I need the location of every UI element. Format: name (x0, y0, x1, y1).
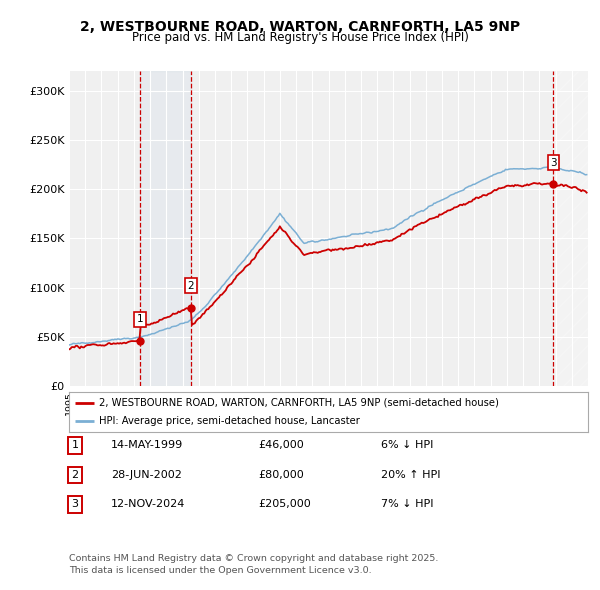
Text: 2, WESTBOURNE ROAD, WARTON, CARNFORTH, LA5 9NP (semi-detached house): 2, WESTBOURNE ROAD, WARTON, CARNFORTH, L… (99, 398, 499, 408)
Text: 2, WESTBOURNE ROAD, WARTON, CARNFORTH, LA5 9NP: 2, WESTBOURNE ROAD, WARTON, CARNFORTH, L… (80, 19, 520, 34)
Bar (553, 71, 588, 386)
Text: Price paid vs. HM Land Registry's House Price Index (HPI): Price paid vs. HM Land Registry's House … (131, 31, 469, 44)
Text: 14-MAY-1999: 14-MAY-1999 (111, 441, 183, 450)
Bar (140, 71, 191, 386)
Text: £46,000: £46,000 (258, 441, 304, 450)
Text: 3: 3 (550, 158, 557, 168)
Text: £80,000: £80,000 (258, 470, 304, 480)
Text: 2: 2 (71, 470, 79, 480)
Text: 28-JUN-2002: 28-JUN-2002 (111, 470, 182, 480)
Text: 20% ↑ HPI: 20% ↑ HPI (381, 470, 440, 480)
Text: Contains HM Land Registry data © Crown copyright and database right 2025.
This d: Contains HM Land Registry data © Crown c… (69, 554, 439, 575)
Text: 12-NOV-2024: 12-NOV-2024 (111, 500, 185, 509)
Text: 1: 1 (137, 314, 143, 325)
Text: 2: 2 (187, 281, 194, 291)
Text: £205,000: £205,000 (258, 500, 311, 509)
Text: 7% ↓ HPI: 7% ↓ HPI (381, 500, 433, 509)
Text: 3: 3 (71, 500, 79, 509)
Text: HPI: Average price, semi-detached house, Lancaster: HPI: Average price, semi-detached house,… (99, 416, 360, 426)
Text: 1: 1 (71, 441, 79, 450)
Text: 6% ↓ HPI: 6% ↓ HPI (381, 441, 433, 450)
